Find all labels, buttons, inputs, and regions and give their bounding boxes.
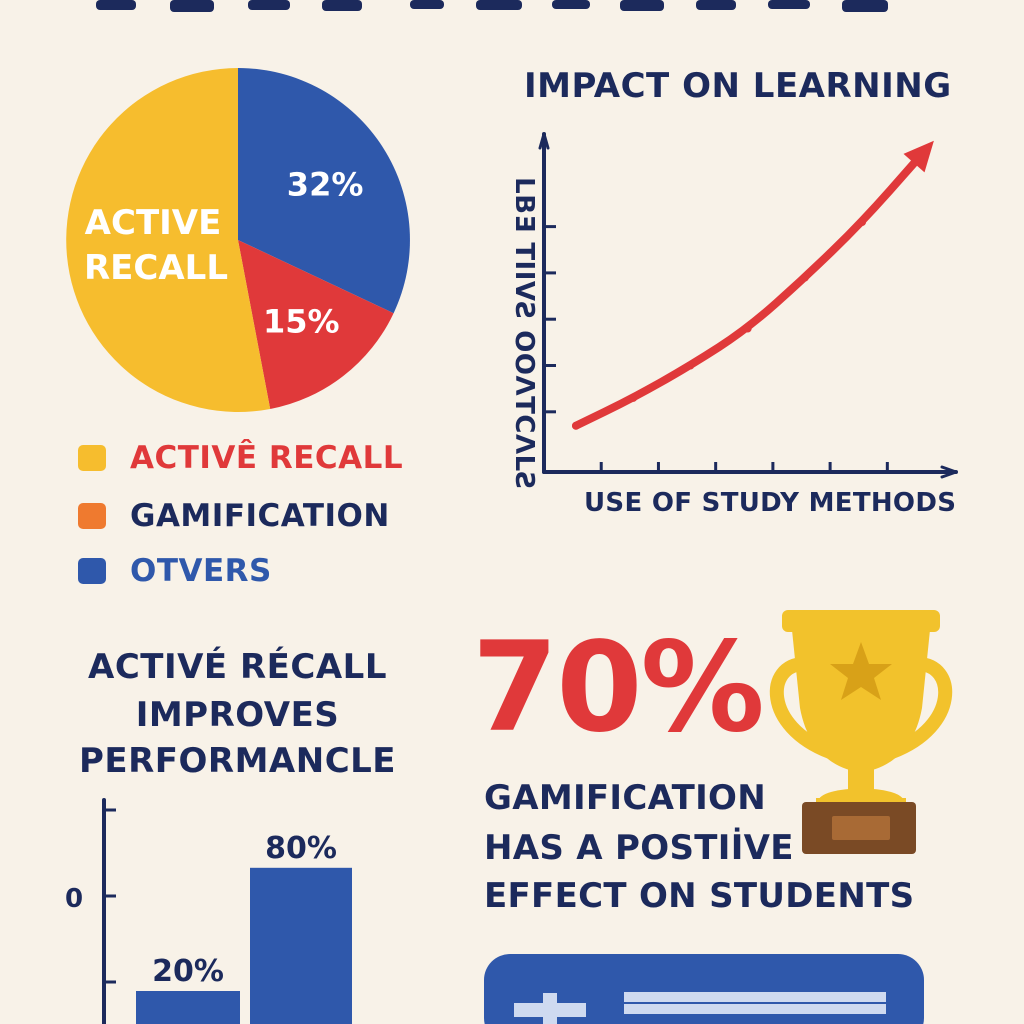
line-point <box>572 421 580 430</box>
line-arrowhead <box>903 140 934 173</box>
bar-chart-y-tick-label: 0 <box>65 884 83 914</box>
legend-swatch-blue <box>78 558 106 584</box>
pie-slice <box>238 240 394 409</box>
pie-slice-value-label: 32% <box>287 166 364 204</box>
line-point <box>858 218 867 226</box>
legend-item-others: OTVERS <box>78 551 272 591</box>
legend-swatch-yellow <box>78 445 106 471</box>
pie-slice <box>238 68 410 314</box>
bar <box>136 991 240 1024</box>
trophy-icon <box>769 610 953 854</box>
bar-value-label: 80% <box>265 831 337 866</box>
stat-value: 70% <box>472 616 765 760</box>
legend-swatch-orange <box>78 503 106 529</box>
line-chart <box>538 132 958 479</box>
pie-slice-value-label: 15% <box>263 303 340 341</box>
pie-chart: ACTIVE RECALL 32% 15% <box>66 68 410 412</box>
stat-caption-line-2: HAS A POSTIİVE <box>484 828 794 868</box>
bottom-banner <box>484 954 924 1024</box>
bar-chart: 0 20% 80% <box>65 798 352 1024</box>
line-chart-title: IMPACT ON LEARNING <box>524 66 952 106</box>
headline-line-3: PERFORMANCLE <box>78 741 397 781</box>
bar-value-label: 20% <box>152 954 224 989</box>
legend-label: OTVERS <box>130 553 272 589</box>
pie-center-label-line-1: ACTIVE <box>85 203 222 243</box>
line-point <box>800 273 809 282</box>
line-point <box>686 361 695 370</box>
title-banner-fragment <box>96 0 888 12</box>
headline-line-2: IMPROVES <box>135 695 340 735</box>
line-chart-x-axis-label: USE OF STUDY METHODS <box>584 488 957 518</box>
bar <box>250 867 352 1024</box>
legend-label: GAMIFICATION <box>130 498 390 534</box>
pie-slice <box>66 68 271 412</box>
pie-center-label-line-2: RECALL <box>84 248 228 288</box>
legend-item-gamification: GAMIFICATION <box>78 496 390 536</box>
stat-caption-line-3: EFFECT ON STUDENTS <box>484 876 915 916</box>
headline-line-1: ACTIVÉ RÉCALL <box>88 647 387 687</box>
stat-caption-line-1: GAMIFICATION <box>484 778 767 818</box>
legend-label: ACTIVÊ RECALL <box>130 440 404 476</box>
line-series <box>572 153 924 430</box>
line-point <box>743 324 752 333</box>
legend-item-active-recall: ACTIVÊ RECALL <box>78 438 403 478</box>
line-point <box>629 393 638 402</box>
